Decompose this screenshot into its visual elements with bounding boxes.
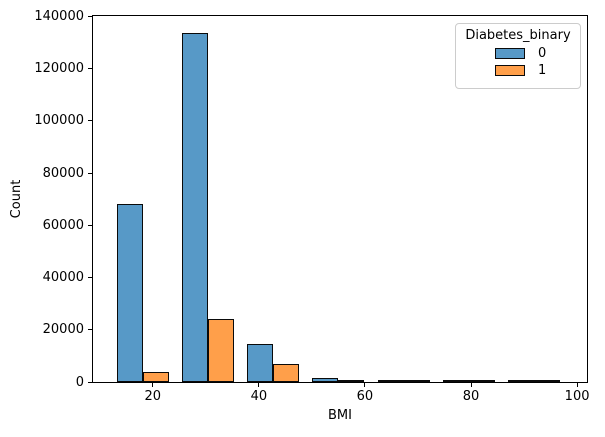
- x-tick: [258, 383, 260, 387]
- legend-swatch-blue-icon: [495, 48, 525, 59]
- x-tick: [470, 383, 472, 387]
- histogram-bar-series-1: [273, 364, 300, 382]
- x-tick: [152, 383, 154, 387]
- y-tick-label: 120000: [34, 61, 84, 77]
- y-tick-label: 20000: [42, 322, 84, 338]
- x-tick-label: 40: [250, 389, 268, 404]
- histogram-bar-series-1: [338, 380, 365, 382]
- x-tick: [576, 383, 578, 387]
- legend-entry: 0: [495, 46, 580, 61]
- y-tick-label: 0: [75, 374, 84, 390]
- histogram-bar-series-0: [116, 204, 143, 382]
- legend-entry-label: 1: [538, 63, 547, 78]
- histogram-bar-series-0: [247, 344, 274, 382]
- y-tick: [88, 16, 92, 17]
- y-tick: [88, 68, 92, 70]
- y-tick-label: 100000: [34, 113, 84, 129]
- y-tick-label: 80000: [42, 165, 84, 181]
- histogram-bar-series-1: [403, 380, 430, 382]
- legend: Diabetes_binary 0 1: [455, 23, 581, 89]
- y-tick-label: 60000: [42, 217, 84, 233]
- y-tick: [88, 329, 92, 331]
- histogram-bar-series-0: [377, 380, 404, 382]
- y-tick-label: 40000: [42, 270, 84, 286]
- legend-swatch-orange-icon: [495, 65, 525, 76]
- histogram-bar-series-0: [442, 380, 469, 382]
- histogram-bar-series-1: [533, 380, 560, 382]
- x-axis-label: BMI: [328, 408, 352, 423]
- histogram-bar-series-1: [468, 380, 495, 382]
- y-axis-label: Count: [9, 179, 24, 219]
- y-tick: [88, 172, 92, 174]
- x-tick-label: 100: [564, 389, 590, 404]
- histogram-bar-series-1: [142, 372, 169, 382]
- legend-entry: 1: [495, 63, 580, 78]
- histogram-bar-series-0: [507, 380, 534, 382]
- y-tick: [88, 224, 92, 226]
- legend-entry-label: 0: [538, 46, 547, 61]
- x-tick: [364, 383, 366, 387]
- histogram-bar-series-0: [182, 33, 209, 382]
- y-tick: [88, 277, 92, 279]
- y-tick: [88, 120, 92, 122]
- histogram-bar-series-1: [208, 319, 235, 382]
- histogram-bar-series-0: [312, 378, 339, 382]
- y-tick: [88, 381, 92, 383]
- x-tick-label: 20: [144, 389, 162, 404]
- x-tick-label: 80: [462, 389, 480, 404]
- legend-title: Diabetes_binary: [465, 28, 571, 43]
- y-tick-label: 140000: [34, 9, 84, 24]
- x-tick-label: 60: [356, 389, 374, 404]
